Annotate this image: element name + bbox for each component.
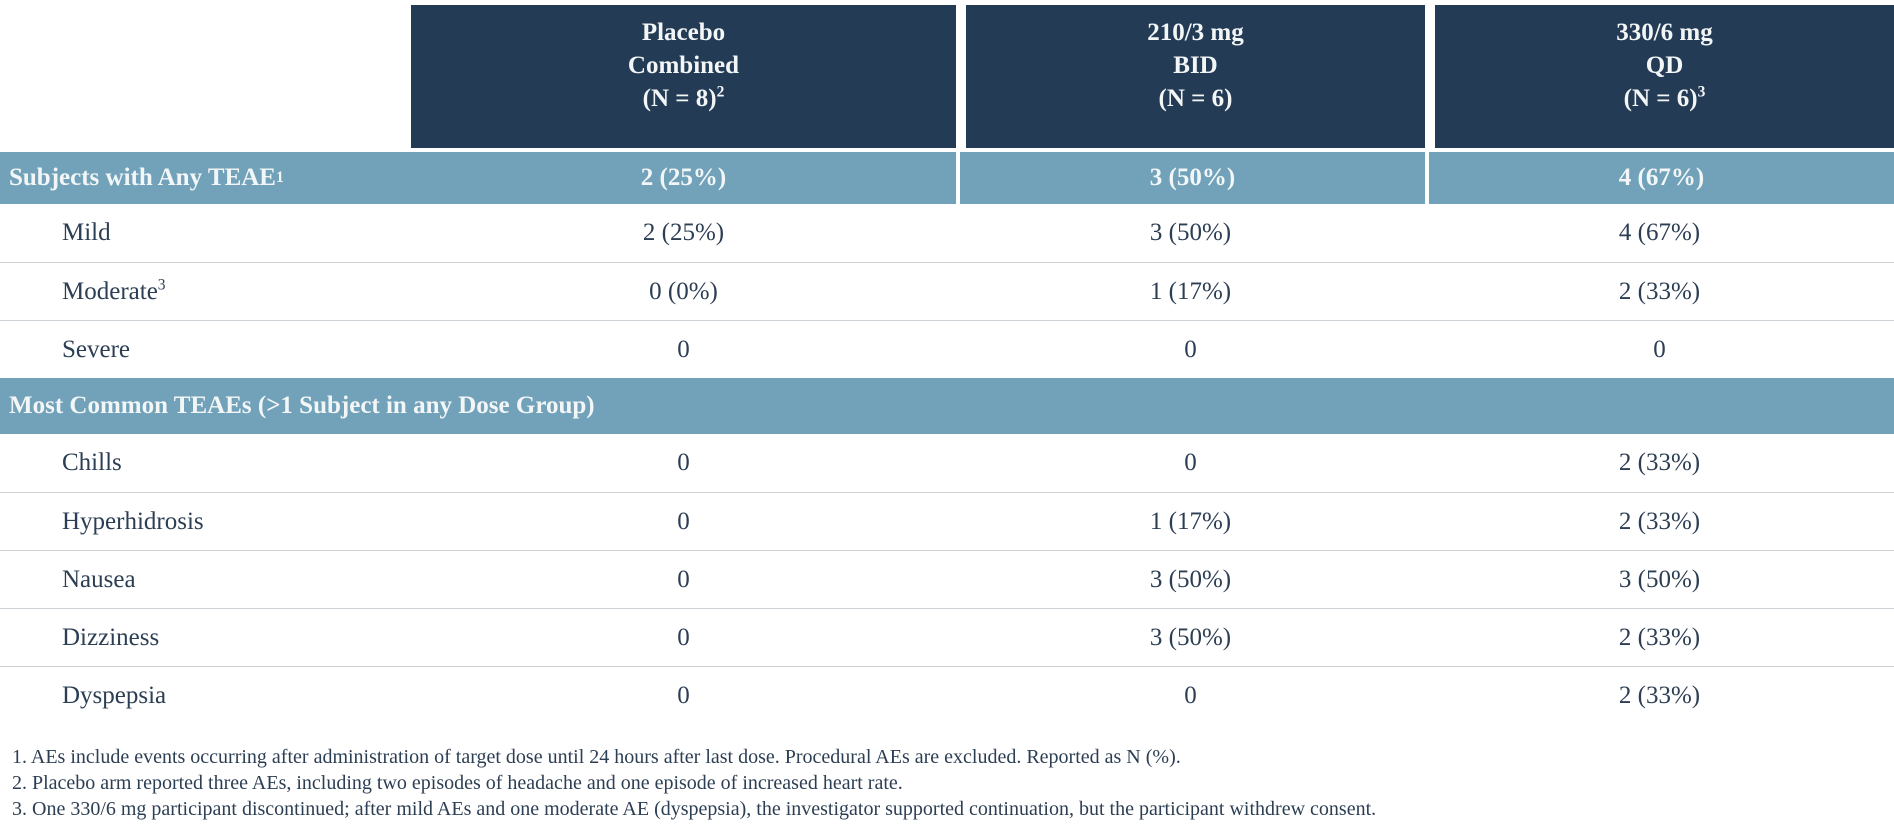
- table-row-hyperhidrosis: Hyperhidrosis 0 1 (17%) 2 (33%): [0, 492, 1894, 550]
- cell-value: 3 (50%): [1149, 565, 1232, 593]
- header-line: 210/3 mg: [1147, 19, 1244, 46]
- cell-value: 0: [677, 681, 690, 709]
- cell-value: 0: [1184, 335, 1197, 363]
- header-line: Combined: [627, 52, 740, 79]
- cell-value: 3 (50%): [1149, 623, 1232, 651]
- cell-value: 1 (17%): [1149, 277, 1232, 305]
- row-label: Severe: [62, 335, 131, 363]
- section-row-any-teae: Subjects with Any TEAE 1 2 (25%) 3 (50%) …: [0, 152, 1894, 204]
- cell-value: 2 (25%): [640, 164, 727, 191]
- cell-value: 3 (50%): [1618, 565, 1701, 593]
- cell-value: 0: [1184, 681, 1197, 709]
- cell-value: 0: [1184, 449, 1197, 476]
- header-line: (N = 6): [1158, 85, 1233, 112]
- cell-value: 3 (50%): [956, 152, 1425, 204]
- section-label: Subjects with Any TEAE 1: [9, 164, 284, 191]
- row-label: Chills: [62, 449, 122, 476]
- table-row-chills: Chills 0 0 2 (33%): [0, 434, 1894, 492]
- header-line: QD: [1645, 52, 1684, 79]
- footnotes: 1. AEs include events occurring after ad…: [12, 744, 1894, 822]
- cell-value: 0: [677, 449, 690, 476]
- row-label: Nausea: [62, 565, 136, 593]
- cell-value: 2 (25%): [642, 219, 725, 246]
- header-line: Placebo: [641, 19, 726, 46]
- cell-value: 4 (67%): [1618, 219, 1701, 246]
- cell-value: 0: [677, 507, 690, 535]
- header-cell-placebo: Placebo Combined (N = 8)2: [411, 5, 956, 148]
- cell-value: 4 (67%): [1425, 152, 1894, 204]
- header-cell-330-6mg: 330/6 mg QD (N = 6)3: [1425, 5, 1894, 148]
- row-label: Moderate3: [62, 276, 166, 305]
- cell-value: 3 (50%): [1149, 219, 1232, 246]
- table-row-nausea: Nausea 0 3 (50%) 3 (50%): [0, 550, 1894, 608]
- severity-rows-group: Mild 2 (25%) 3 (50%) 4 (67%) Moderate3 0…: [0, 204, 1894, 378]
- cell-value: 2 (33%): [1618, 507, 1701, 535]
- row-label: Dizziness: [62, 623, 160, 651]
- section-label: Most Common TEAEs (>1 Subject in any Dos…: [9, 392, 595, 419]
- cell-value: 0: [677, 565, 690, 593]
- cell-value: 0: [677, 623, 690, 651]
- cell-value: 2 (33%): [1618, 681, 1701, 709]
- header-line: (N = 8)2: [642, 83, 725, 112]
- header-footnote-marker: 2: [716, 83, 725, 101]
- cell-value: 2 (33%): [1618, 277, 1701, 305]
- cell-value: 0 (0%): [649, 277, 718, 305]
- row-label: Mild: [62, 219, 111, 246]
- table-row-dyspepsia: Dyspepsia 0 0 2 (33%): [0, 666, 1894, 724]
- header-cell-210-3mg: 210/3 mg BID (N = 6): [956, 5, 1425, 148]
- table-row-mild: Mild 2 (25%) 3 (50%) 4 (67%): [0, 204, 1894, 262]
- cell-value: 0: [677, 335, 690, 363]
- header-line: (N = 6)3: [1623, 83, 1706, 112]
- cell-value: 2 (33%): [1618, 449, 1701, 476]
- table-row-severe: Severe 0 0 0: [0, 320, 1894, 378]
- table-header-row: Placebo Combined (N = 8)2 210/3 mg BID (…: [0, 5, 1894, 148]
- cell-value: 1 (17%): [1149, 507, 1232, 535]
- header-line: BID: [1173, 52, 1218, 79]
- footnote-3: 3. One 330/6 mg participant discontinued…: [12, 798, 1377, 820]
- cell-value: 0: [1653, 335, 1666, 363]
- footnote-2: 2. Placebo arm reported three AEs, inclu…: [12, 772, 903, 794]
- section-row-most-common: Most Common TEAEs (>1 Subject in any Dos…: [0, 378, 1894, 434]
- header-line: 330/6 mg: [1616, 19, 1713, 46]
- header-empty-cell: [0, 5, 411, 148]
- row-label: Dyspepsia: [62, 681, 167, 709]
- table-row-moderate: Moderate3 0 (0%) 1 (17%) 2 (33%): [0, 262, 1894, 320]
- footnote-1: 1. AEs include events occurring after ad…: [12, 746, 1181, 768]
- teae-rows-group: Chills 0 0 2 (33%) Hyperhidrosis 0 1 (17…: [0, 434, 1894, 724]
- table-row-dizziness: Dizziness 0 3 (50%) 2 (33%): [0, 608, 1894, 666]
- cell-value: 2 (33%): [1618, 623, 1701, 651]
- row-label: Hyperhidrosis: [62, 507, 204, 535]
- header-footnote-marker: 3: [1697, 83, 1706, 101]
- row-footnote-marker: 3: [157, 276, 166, 294]
